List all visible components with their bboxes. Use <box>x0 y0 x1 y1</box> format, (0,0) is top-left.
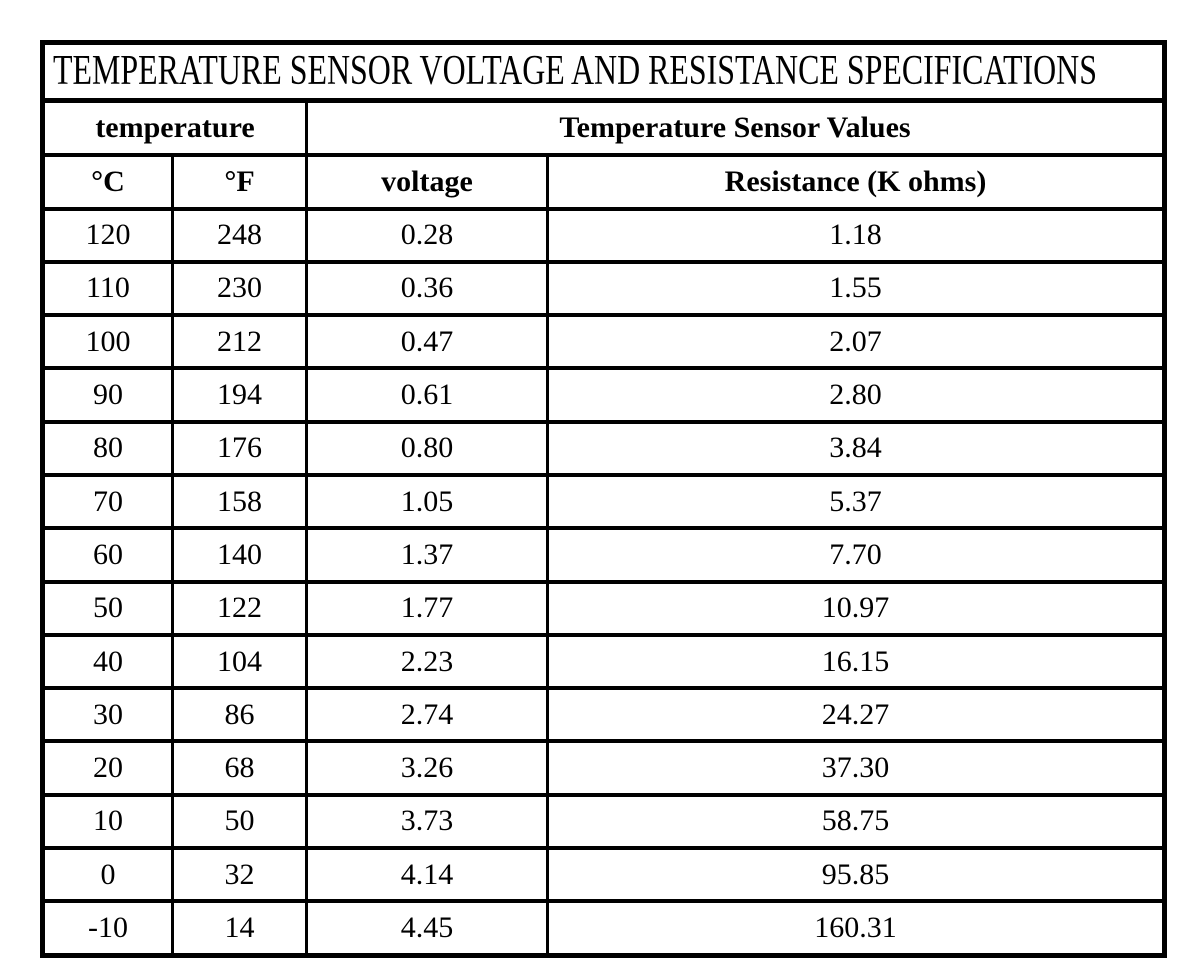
cell-celsius: 70 <box>41 472 174 531</box>
table-row: 80 176 0.80 3.84 <box>41 419 1166 477</box>
table-title-text: TEMPERATURE SENSOR VOLTAGE AND RESISTANC… <box>53 48 1097 95</box>
cell-celsius: -10 <box>41 899 174 958</box>
cell-resistance: 160.31 <box>546 899 1166 958</box>
cell-celsius: 90 <box>41 366 174 424</box>
cell-voltage: 3.26 <box>305 739 549 797</box>
temperature-sensor-spec-table: TEMPERATURE SENSOR VOLTAGE AND RESISTANC… <box>40 40 1167 958</box>
column-header-row: °C °F voltage Resistance (K ohms) <box>41 152 1166 211</box>
cell-resistance: 2.07 <box>546 313 1166 371</box>
table-row: 60 140 1.37 7.70 <box>41 526 1166 584</box>
cell-voltage: 0.61 <box>305 366 549 424</box>
cell-celsius: 100 <box>41 313 174 371</box>
cell-resistance: 1.55 <box>546 259 1166 318</box>
cell-resistance: 2.80 <box>546 366 1166 424</box>
table-row: -10 14 4.45 160.31 <box>41 899 1166 958</box>
table-row: 20 68 3.26 37.30 <box>41 739 1166 797</box>
cell-resistance: 5.37 <box>546 472 1166 531</box>
column-group-temperature: temperature <box>41 98 308 157</box>
cell-voltage: 2.74 <box>305 686 549 744</box>
table-row: 100 212 0.47 2.07 <box>41 313 1166 371</box>
cell-fahrenheit: 248 <box>171 206 308 264</box>
cell-celsius: 110 <box>41 259 174 318</box>
table-row: 30 86 2.74 24.27 <box>41 686 1166 744</box>
cell-fahrenheit: 194 <box>171 366 308 424</box>
table-row: 70 158 1.05 5.37 <box>41 472 1166 531</box>
table-row: 110 230 0.36 1.55 <box>41 259 1166 318</box>
table-row: 10 50 3.73 58.75 <box>41 792 1166 851</box>
cell-resistance: 1.18 <box>546 206 1166 264</box>
column-header-resistance: Resistance (K ohms) <box>546 152 1166 211</box>
cell-voltage: 1.37 <box>305 526 549 584</box>
cell-fahrenheit: 212 <box>171 313 308 371</box>
cell-voltage: 0.47 <box>305 313 549 371</box>
cell-fahrenheit: 158 <box>171 472 308 531</box>
column-header-celsius: °C <box>41 152 174 211</box>
cell-voltage: 2.23 <box>305 632 549 691</box>
cell-celsius: 50 <box>41 579 174 637</box>
cell-voltage: 1.05 <box>305 472 549 531</box>
cell-resistance: 16.15 <box>546 632 1166 691</box>
cell-celsius: 80 <box>41 419 174 477</box>
table-row: 40 104 2.23 16.15 <box>41 632 1166 691</box>
table-row: 120 248 0.28 1.18 <box>41 206 1166 264</box>
cell-voltage: 4.45 <box>305 899 549 958</box>
cell-voltage: 0.28 <box>305 206 549 264</box>
cell-fahrenheit: 50 <box>171 792 308 851</box>
cell-fahrenheit: 86 <box>171 686 308 744</box>
cell-voltage: 0.80 <box>305 419 549 477</box>
cell-celsius: 0 <box>41 846 174 904</box>
cell-resistance: 58.75 <box>546 792 1166 851</box>
column-header-fahrenheit: °F <box>171 152 308 211</box>
cell-celsius: 30 <box>41 686 174 744</box>
cell-resistance: 7.70 <box>546 526 1166 584</box>
cell-celsius: 20 <box>41 739 174 797</box>
cell-resistance: 10.97 <box>546 579 1166 637</box>
cell-celsius: 120 <box>41 206 174 264</box>
cell-fahrenheit: 122 <box>171 579 308 637</box>
cell-voltage: 1.77 <box>305 579 549 637</box>
cell-fahrenheit: 32 <box>171 846 308 904</box>
table-title-row: TEMPERATURE SENSOR VOLTAGE AND RESISTANC… <box>41 40 1166 103</box>
cell-resistance: 3.84 <box>546 419 1166 477</box>
table-row: 90 194 0.61 2.80 <box>41 366 1166 424</box>
cell-resistance: 24.27 <box>546 686 1166 744</box>
cell-celsius: 40 <box>41 632 174 691</box>
cell-voltage: 4.14 <box>305 846 549 904</box>
table-row: 50 122 1.77 10.97 <box>41 579 1166 637</box>
column-group-sensor-values: Temperature Sensor Values <box>305 98 1166 157</box>
cell-fahrenheit: 140 <box>171 526 308 584</box>
cell-resistance: 95.85 <box>546 846 1166 904</box>
table-row: 0 32 4.14 95.85 <box>41 846 1166 904</box>
table-title: TEMPERATURE SENSOR VOLTAGE AND RESISTANC… <box>41 40 1166 103</box>
cell-fahrenheit: 104 <box>171 632 308 691</box>
cell-resistance: 37.30 <box>546 739 1166 797</box>
cell-fahrenheit: 230 <box>171 259 308 318</box>
cell-fahrenheit: 176 <box>171 419 308 477</box>
column-header-voltage: voltage <box>305 152 549 211</box>
cell-fahrenheit: 68 <box>171 739 308 797</box>
cell-voltage: 0.36 <box>305 259 549 318</box>
cell-celsius: 60 <box>41 526 174 584</box>
column-group-row: temperature Temperature Sensor Values <box>41 98 1166 157</box>
cell-celsius: 10 <box>41 792 174 851</box>
cell-fahrenheit: 14 <box>171 899 308 958</box>
cell-voltage: 3.73 <box>305 792 549 851</box>
